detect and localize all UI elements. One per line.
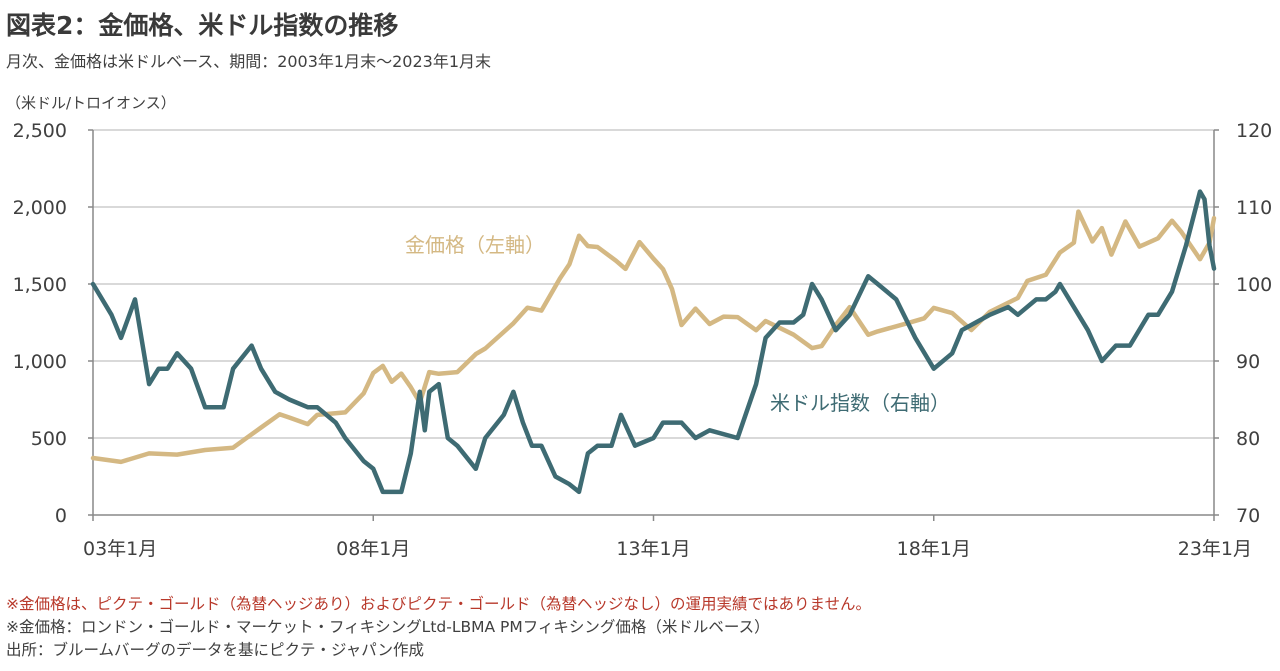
gold-series-label: 金価格（左軸） — [405, 233, 545, 257]
right-axis-ticks: 70 80 90 100 110 120 — [1214, 120, 1272, 527]
data-source-note: 出所：ブルームバーグのデータを基にピクテ・ジャパン作成 — [6, 641, 425, 659]
left-axis-tick-label: 1,500 — [13, 274, 67, 296]
right-axis-tick-label: 110 — [1236, 197, 1272, 219]
series-annotations: 金価格（左軸） 米ドル指数（右軸） — [405, 233, 950, 415]
left-axis-tick-label: 2,500 — [13, 120, 67, 142]
right-axis-tick-label: 90 — [1236, 351, 1260, 373]
gold-price-line — [90, 209, 1217, 465]
right-axis-tick-label: 100 — [1236, 274, 1272, 296]
disclaimer-note: ※金価格は、ピクテ・ゴールド（為替ヘッジあり）およびピクテ・ゴールド（為替ヘッジ… — [6, 595, 872, 613]
left-axis-unit-label: （米ドル/トロイオンス） — [6, 94, 176, 112]
gridlines — [93, 129, 1214, 439]
left-axis-tick-label: 500 — [31, 428, 67, 450]
right-axis-tick-label: 80 — [1236, 428, 1260, 450]
usd-index-line — [90, 189, 1217, 495]
left-axis-tick-label: 2,000 — [13, 197, 67, 219]
right-axis-tick-label: 120 — [1236, 120, 1272, 142]
left-axis-tick-label: 0 — [55, 505, 67, 527]
series-lines — [90, 189, 1217, 495]
x-axis-tick-label: 23年1月 — [1178, 538, 1252, 560]
right-axis-tick-label: 70 — [1236, 505, 1260, 527]
x-axis-ticks: 03年1月 08年1月 13年1月 18年1月 23年1月 — [83, 515, 1252, 560]
left-axis-ticks: 0 500 1,000 1,500 2,000 2,500 — [13, 120, 93, 527]
x-axis-tick-label: 18年1月 — [897, 538, 971, 560]
chart-subtitle: 月次、金価格は米ドルベース、期間：2003年1月末～2023年1月末 — [6, 52, 491, 71]
x-axis-tick-label: 13年1月 — [616, 538, 690, 560]
page-title: 図表2：金価格、米ドル指数の推移 — [6, 11, 399, 40]
axes — [92, 130, 1215, 516]
gold-price-source-note: ※金価格：ロンドン・ゴールド・マーケット・フィキシングLtd-LBMA PMフィ… — [6, 618, 770, 636]
left-axis-tick-label: 1,000 — [13, 351, 67, 373]
x-axis-tick-label: 03年1月 — [83, 538, 157, 560]
gold-usd-line-chart: 0 500 1,000 1,500 2,000 2,500 70 80 90 100 110 120… — [13, 120, 1273, 560]
x-axis-tick-label: 08年1月 — [336, 538, 410, 560]
usd-series-label: 米ドル指数（右軸） — [770, 391, 950, 415]
